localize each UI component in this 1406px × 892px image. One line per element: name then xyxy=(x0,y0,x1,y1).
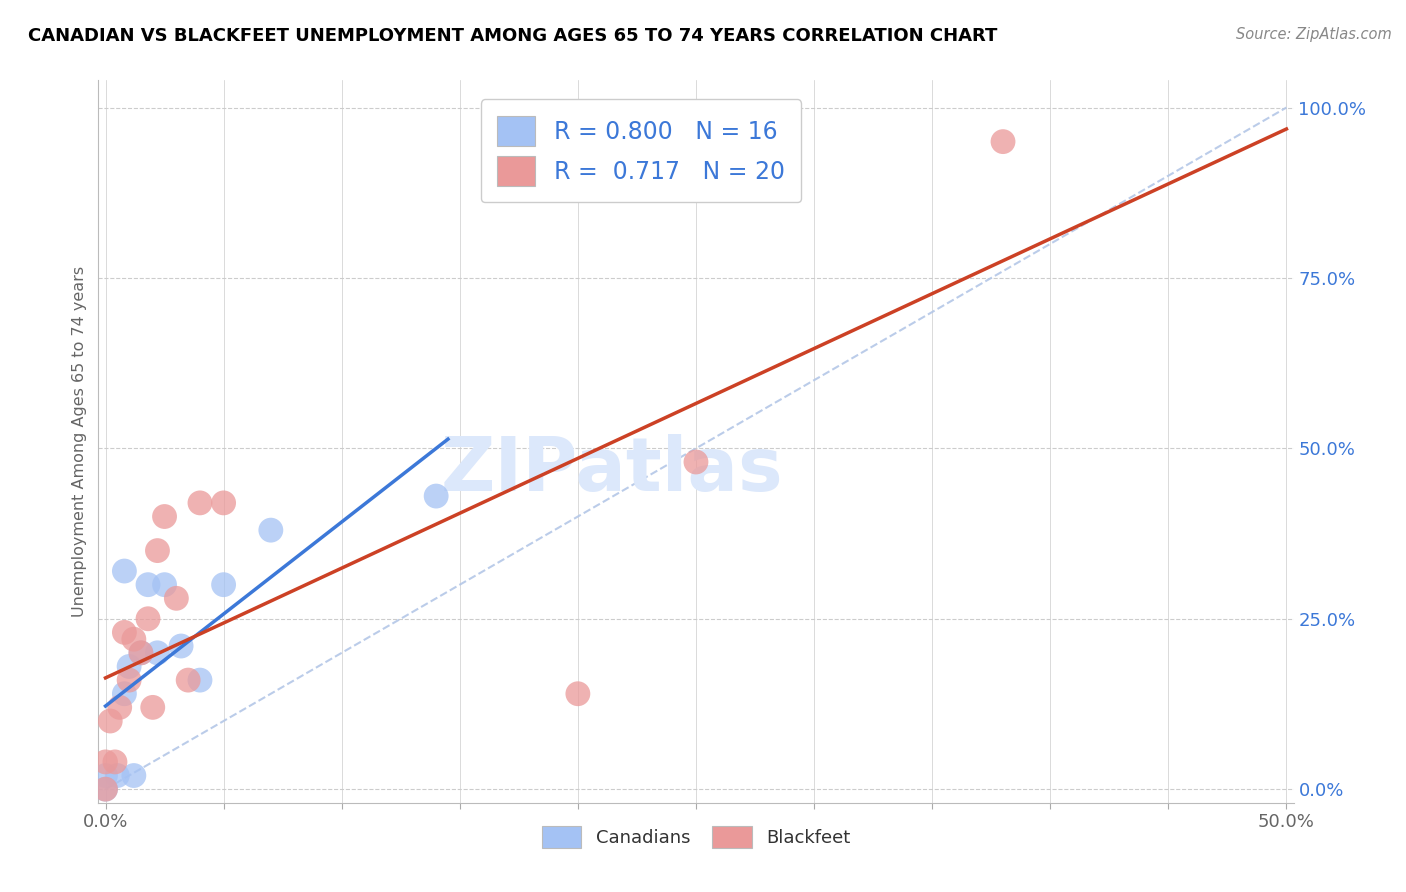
Point xyxy=(567,687,589,701)
Point xyxy=(146,543,169,558)
Point xyxy=(136,612,159,626)
Point xyxy=(260,523,283,537)
Point xyxy=(129,646,152,660)
Legend: Canadians, Blackfeet: Canadians, Blackfeet xyxy=(534,819,858,855)
Text: ZIPatlas: ZIPatlas xyxy=(441,434,783,507)
Point xyxy=(104,755,127,769)
Point xyxy=(112,687,135,701)
Point xyxy=(94,782,117,797)
Point xyxy=(153,577,176,591)
Text: CANADIAN VS BLACKFEET UNEMPLOYMENT AMONG AGES 65 TO 74 YEARS CORRELATION CHART: CANADIAN VS BLACKFEET UNEMPLOYMENT AMONG… xyxy=(28,27,997,45)
Point xyxy=(94,755,117,769)
Point xyxy=(112,564,135,578)
Point xyxy=(142,700,165,714)
Point xyxy=(165,591,187,606)
Point xyxy=(118,659,141,673)
Point xyxy=(991,135,1014,149)
Point xyxy=(94,768,117,782)
Text: Source: ZipAtlas.com: Source: ZipAtlas.com xyxy=(1236,27,1392,42)
Point xyxy=(170,639,193,653)
Point xyxy=(153,509,176,524)
Point xyxy=(146,646,169,660)
Point xyxy=(136,577,159,591)
Point xyxy=(425,489,447,503)
Point xyxy=(118,673,141,687)
Point xyxy=(188,673,211,687)
Point xyxy=(129,646,152,660)
Point xyxy=(112,625,135,640)
Point xyxy=(188,496,211,510)
Point xyxy=(177,673,200,687)
Point xyxy=(105,768,128,782)
Point xyxy=(212,496,235,510)
Point xyxy=(98,714,121,728)
Y-axis label: Unemployment Among Ages 65 to 74 years: Unemployment Among Ages 65 to 74 years xyxy=(72,266,87,617)
Point xyxy=(212,577,235,591)
Point xyxy=(685,455,707,469)
Point xyxy=(122,632,145,647)
Point xyxy=(108,700,131,714)
Point xyxy=(122,768,145,782)
Point xyxy=(94,782,117,797)
